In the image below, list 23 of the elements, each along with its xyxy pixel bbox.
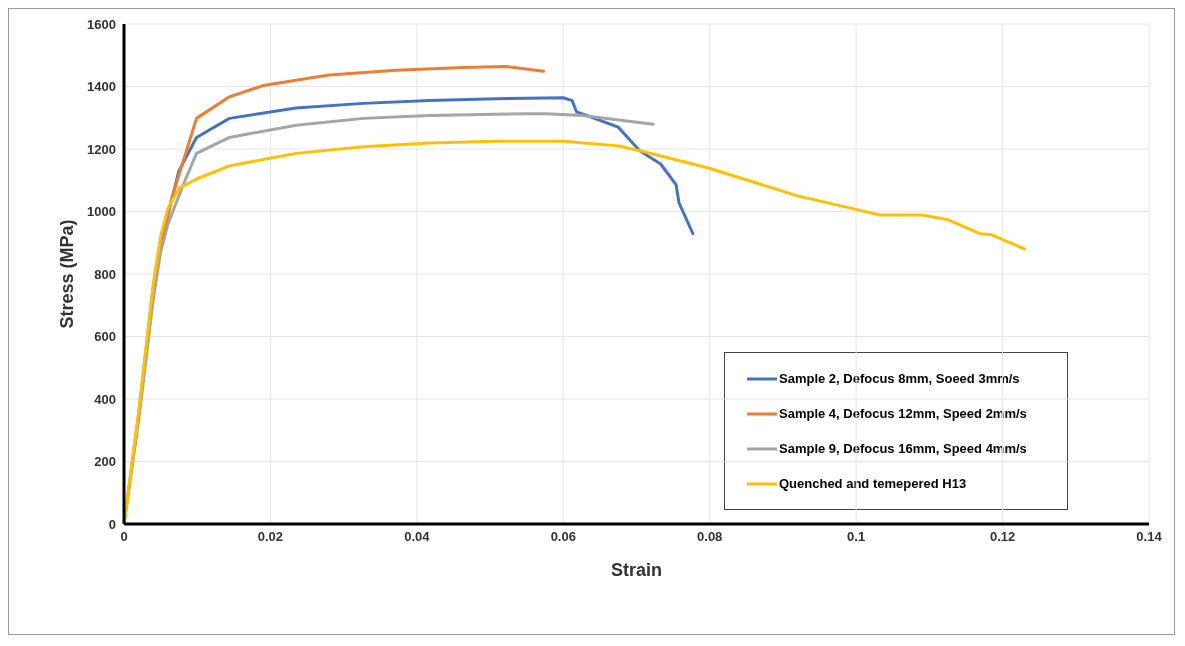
legend-label: Quenched and temepered H13 xyxy=(779,476,967,491)
y-tick-label: 600 xyxy=(94,329,116,345)
y-tick-label: 1600 xyxy=(87,16,116,32)
x-tick-label: 0 xyxy=(120,529,128,545)
y-tick-label: 200 xyxy=(94,454,116,470)
y-tick-label: 1400 xyxy=(87,79,116,95)
x-tick-label: 0.1 xyxy=(847,529,866,545)
y-axis-title: Stress (MPa) xyxy=(57,219,78,329)
y-tick-label: 400 xyxy=(94,391,116,407)
legend-label: Sample 4, Defocus 12mm, Speed 2mm/s xyxy=(779,406,1027,421)
x-tick-label: 0.04 xyxy=(404,529,431,545)
x-axis-title: Strain xyxy=(610,560,663,580)
y-tick-label: 800 xyxy=(94,266,116,282)
legend-label: Sample 9, Defocus 16mm, Speed 4mm/s xyxy=(779,441,1027,456)
y-tick-label: 1000 xyxy=(87,204,116,220)
x-tick-label: 0.02 xyxy=(257,529,284,545)
x-tick-label: 0.08 xyxy=(697,529,723,545)
y-tick-label: 1200 xyxy=(87,141,116,157)
x-tick-label: 0.12 xyxy=(989,529,1016,545)
y-tick-label: 0 xyxy=(108,516,116,532)
x-tick-label: 0.06 xyxy=(550,529,576,545)
legend-label: Sample 2, Defocus 8mm, Soeed 3mm/s xyxy=(779,371,1020,386)
x-tick-label: 0.14 xyxy=(1136,529,1163,545)
